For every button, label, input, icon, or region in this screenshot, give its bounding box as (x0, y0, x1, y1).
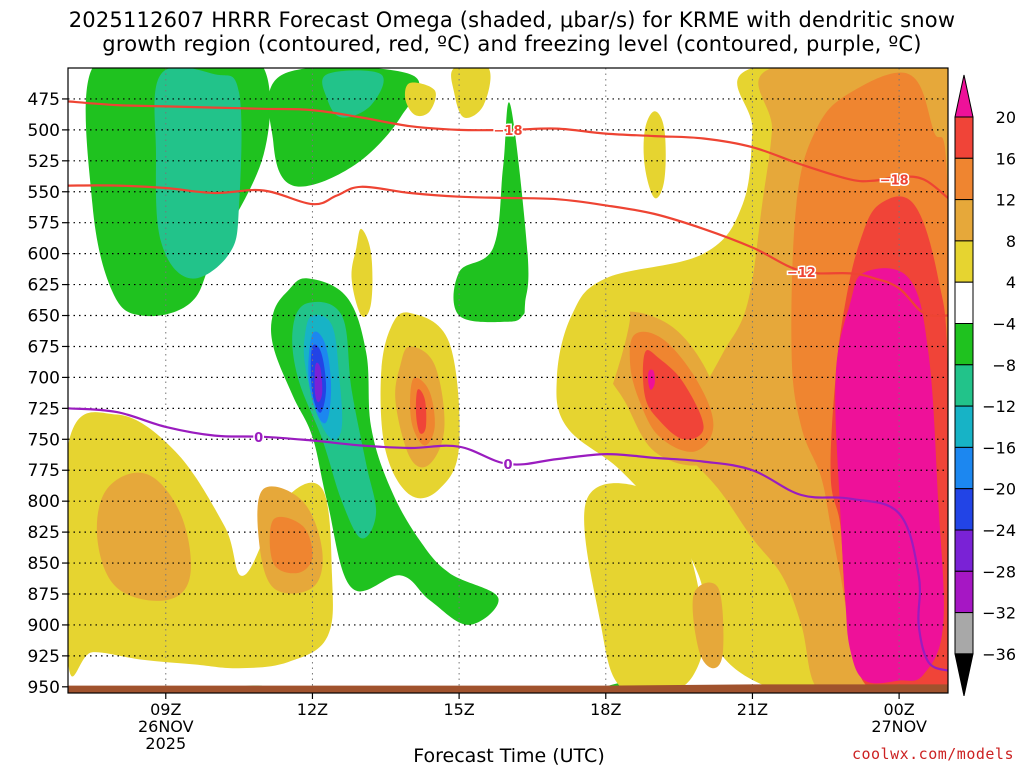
colorbar-box-m32_m28 (954, 570, 974, 614)
contour-line--18 (68, 100, 948, 199)
colorbar-box-m20_m16 (954, 446, 974, 490)
colorbar-box-12_16 (954, 157, 974, 201)
colorbar-box-m24_m20 (954, 488, 974, 531)
colorbar-label-9: −20 (982, 480, 1016, 499)
y-tick-label-925: 925 (28, 647, 60, 667)
x-axis-title: Forecast Time (UTC) (413, 745, 605, 767)
x-tick-label-00Z: 00Z (883, 700, 914, 719)
y-tick-label-525: 525 (28, 152, 60, 172)
omega-region-4_8 (351, 228, 373, 318)
chart-title-line-2: growth region (contoured, red, ºC) and f… (102, 32, 922, 56)
colorbar-label-3: 8 (1006, 232, 1016, 251)
contour-label-0: 0 (503, 458, 512, 473)
x-tick-label-09Z: 09Z (150, 700, 181, 719)
colorbar-label-7: −12 (982, 397, 1016, 416)
colorbar-box-m16_m12 (954, 405, 974, 448)
terrain (68, 684, 948, 693)
colorbar-label-5: −4 (992, 315, 1016, 334)
contour-label--18: −18 (880, 173, 909, 188)
contour-line-0 (68, 407, 948, 672)
colorbar-label-12: −32 (982, 604, 1016, 623)
colorbar-box-m36_m32 (954, 612, 974, 655)
contour-label--18: −18 (494, 124, 523, 139)
grid (68, 68, 948, 693)
contours: −18 −18 −12 0 0 (68, 100, 948, 672)
contour-line--12 (68, 184, 948, 318)
colorbar-cap-bottom (954, 653, 974, 697)
x-tick-label-18Z: 18Z (590, 700, 621, 719)
omega-region-8_12 (96, 472, 191, 601)
colorbar-label-0: 20 (996, 108, 1016, 127)
y-tick-label-825: 825 (28, 523, 60, 543)
omega-region-4_8 (643, 111, 666, 199)
colorbar-box-4_8 (954, 240, 974, 283)
y-tick-label-700: 700 (28, 368, 60, 388)
colorbar-label-4: 4 (1006, 273, 1016, 292)
colorbar-label-13: −36 (982, 645, 1016, 664)
colorbar-box-8_12 (954, 199, 974, 242)
omega-region-4_8 (584, 483, 704, 693)
omega-region-16_20 (415, 389, 427, 434)
chart-title-line-1: 2025112607 HRRR Forecast Omega (shaded, … (68, 8, 956, 32)
omega-region-m8_m4 (268, 68, 420, 187)
omega-region-8_12 (692, 582, 724, 669)
x-tick-label-21Z: 21Z (737, 700, 768, 719)
contour-label-0: 0 (254, 431, 263, 446)
y-tick-label-600: 600 (28, 245, 60, 265)
colorbar-label-1: 16 (996, 149, 1016, 168)
colorbar-label-10: −24 (982, 521, 1016, 540)
omega-region-m12_m8 (154, 68, 242, 279)
y-tick-label-950: 950 (28, 678, 60, 698)
x-tick-date-00Z: 27NOV (871, 717, 927, 736)
omega-region-m8_m4 (453, 102, 529, 323)
colorbar-box-m8_m4 (954, 323, 974, 366)
y-tick-label-775: 775 (28, 461, 60, 481)
y-tick-label-650: 650 (28, 307, 60, 327)
credit-text: coolwx.com/models (851, 745, 1014, 763)
x-tick-date-09Z: 26NOV (138, 717, 194, 736)
y-tick-label-875: 875 (28, 585, 60, 605)
x-tick-label-12Z: 12Z (297, 700, 328, 719)
y-tick-label-625: 625 (28, 276, 60, 296)
omega-region-4_8 (596, 305, 631, 406)
omega-region-12_16 (269, 516, 313, 574)
omega-shading (68, 68, 948, 693)
colorbar-box-16_20 (954, 116, 974, 159)
plot-frame (67, 67, 949, 694)
x-tick-year-09Z: 2025 (145, 734, 186, 753)
y-tick-label-800: 800 (28, 492, 60, 512)
omega-region-m28_m24 (314, 362, 323, 403)
colorbar-box-m12_m8 (954, 364, 974, 407)
omega-region-16_20 (642, 350, 704, 440)
y-tick-label-725: 725 (28, 399, 60, 419)
y-tick-label-900: 900 (28, 616, 60, 636)
omega-region-4_8 (451, 68, 491, 118)
colorbar-box-m28_m24 (954, 529, 974, 572)
colorbar-cap-top (954, 74, 974, 118)
y-tick-label-475: 475 (28, 90, 60, 110)
y-tick-label-850: 850 (28, 554, 60, 574)
contour-label--12: −12 (787, 266, 816, 281)
y-tick-label-750: 750 (28, 430, 60, 450)
y-tick-label-500: 500 (28, 121, 60, 141)
omega-region-gt20 (648, 369, 655, 390)
colorbar-box-m4_4 (954, 281, 974, 325)
omega-region-m12_m8 (322, 70, 384, 118)
y-tick-label-550: 550 (28, 183, 60, 203)
terrain-fill (68, 684, 948, 693)
colorbar-label-6: −8 (992, 356, 1016, 375)
colorbar-label-11: −28 (982, 562, 1016, 581)
colorbar-label-8: −16 (982, 438, 1016, 457)
omega-region-gt20 (835, 268, 944, 684)
colorbar: 20 16 12 8 4 −4 −8 −12 −16 −20 −24 −28 −32 −36 (954, 74, 1016, 697)
y-tick-label-675: 675 (28, 337, 60, 357)
x-tick-label-15Z: 15Z (443, 700, 474, 719)
colorbar-label-2: 12 (996, 191, 1016, 210)
y-tick-label-575: 575 (28, 214, 60, 234)
y-axis: 475 500 525 550 575 600 625 650 675 700 725 750 775 8… (28, 90, 68, 698)
